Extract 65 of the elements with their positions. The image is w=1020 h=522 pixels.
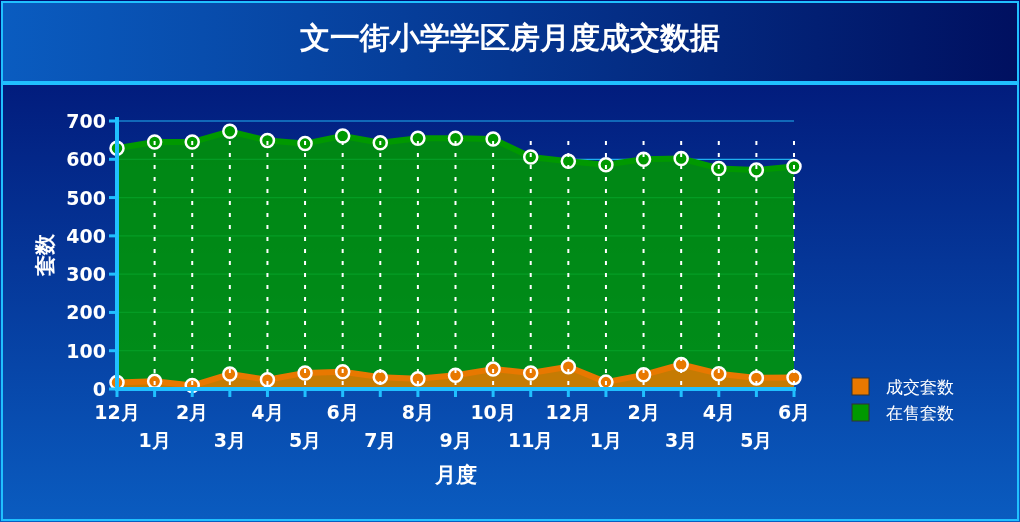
x-tick-label: 12月 [545, 401, 592, 423]
point [786, 369, 802, 386]
y-axis-title: 套数 [33, 233, 57, 277]
point [184, 134, 200, 150]
point [222, 123, 238, 140]
x-tick-label: 8月 [401, 401, 435, 423]
point [522, 149, 539, 165]
point [372, 135, 389, 151]
x-tick-label: 5月 [740, 429, 773, 451]
point [673, 356, 689, 373]
point [297, 135, 313, 152]
y-tick-label: 500 [66, 186, 106, 209]
x-tick-label: 10月 [470, 401, 516, 423]
x-tick-label: 4月 [251, 401, 284, 423]
x-tick-label: 3月 [213, 429, 246, 451]
x-tick-label: 6月 [777, 401, 811, 423]
point [222, 366, 238, 382]
x-tick-label: 7月 [364, 429, 397, 451]
point [635, 151, 652, 168]
x-tick-label: 9月 [439, 429, 472, 451]
point [259, 372, 276, 388]
x-tick-label: 11月 [508, 429, 554, 451]
point [259, 132, 276, 149]
x-tick-label: 4月 [702, 401, 735, 423]
point [635, 367, 652, 383]
chart-title: 文一街小学学区房月度成交数据 [300, 20, 720, 55]
point [146, 134, 163, 150]
legend-label: 在售套数 [886, 403, 954, 423]
y-tick-label: 600 [66, 148, 106, 171]
y-tick-label: 300 [66, 263, 106, 286]
point [297, 365, 313, 381]
x-tick-label: 12月 [94, 401, 140, 423]
point [560, 153, 577, 169]
x-tick-label: 1月 [589, 429, 623, 451]
point [560, 359, 577, 375]
point [485, 361, 501, 377]
y-tick-label: 100 [66, 339, 106, 362]
x-tick-label: 6月 [326, 401, 359, 423]
y-tick-label: 700 [66, 110, 106, 132]
point [334, 364, 351, 380]
point [598, 156, 614, 173]
point [372, 369, 389, 385]
point [673, 150, 689, 167]
point [334, 128, 351, 144]
y-tick-label: 400 [66, 224, 106, 247]
point [447, 130, 464, 146]
point [447, 367, 464, 383]
point [522, 365, 539, 381]
point [711, 365, 727, 382]
x-tick-label: 1月 [138, 429, 171, 451]
point [410, 370, 426, 387]
point [748, 162, 765, 178]
x-tick-label: 2月 [627, 401, 660, 423]
x-tick-label: 3月 [665, 429, 698, 451]
y-tick-label: 200 [66, 301, 106, 324]
y-tick-label: 0 [92, 378, 106, 400]
legend-label: 成交套数 [886, 377, 954, 397]
point [711, 160, 727, 177]
x-axis-title: 月度 [433, 463, 477, 487]
point [786, 158, 802, 175]
x-tick-label: 2月 [176, 401, 209, 423]
point [748, 370, 765, 386]
point [410, 130, 426, 146]
x-tick-label: 5月 [288, 429, 322, 451]
point [485, 131, 501, 147]
